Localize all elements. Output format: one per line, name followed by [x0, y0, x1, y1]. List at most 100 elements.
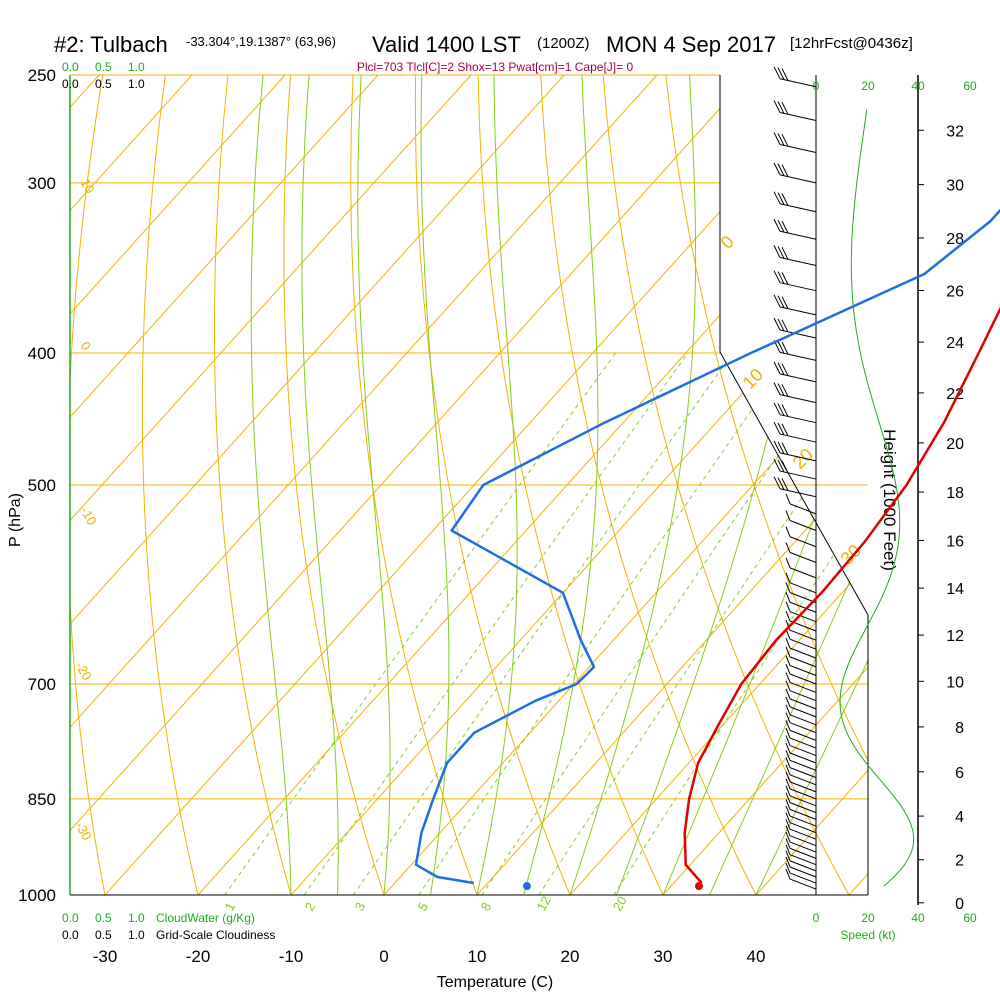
wind-barb	[785, 680, 817, 702]
moist-adiabat-line	[250, 75, 292, 895]
wind-barb	[785, 778, 817, 800]
isobars	[70, 74, 868, 896]
wind-barb	[785, 757, 817, 779]
dewpoint-line	[414, 208, 1000, 885]
height-tick-label: 30	[946, 178, 964, 195]
moist-adiabat-line	[662, 364, 868, 895]
wind-barb	[785, 868, 817, 890]
isotherm-line	[70, 75, 379, 418]
pressure-ticks: 250 300 400 500 700 850 1000	[18, 66, 56, 905]
cloudwater-scale-top-2: 1.0	[128, 60, 145, 74]
wind-barb	[785, 526, 817, 548]
wind-barb	[773, 421, 817, 443]
wind-barb	[773, 458, 817, 480]
wind-barb	[785, 742, 817, 764]
wind-barb	[785, 862, 817, 884]
cloudwater-scale-top-1: 0.5	[95, 60, 112, 74]
height-tick-label: 20	[946, 436, 964, 453]
dry-adiabat-line	[283, 75, 385, 895]
height-tick-label: 12	[946, 628, 964, 645]
pressure-tick-label: 850	[28, 790, 56, 809]
height-tick-label: 8	[955, 720, 964, 737]
wind-barb	[785, 582, 817, 604]
station-coords: -33.304°,19.1387° (63,96)	[186, 34, 336, 49]
speed-scale-bottom-0: 0	[813, 911, 820, 925]
wind-barb	[785, 646, 817, 668]
wind-barb	[785, 620, 817, 641]
speed-scale-bottom-3: 60	[963, 911, 977, 925]
wind-barb	[785, 825, 817, 847]
plot-right-edge	[719, 75, 869, 895]
wind-barb	[773, 402, 817, 424]
speed-scale-top-2: 40	[911, 79, 925, 93]
wind-barb	[785, 572, 817, 594]
height-tick-label: 26	[946, 284, 964, 301]
wind-barb	[785, 792, 817, 814]
height-tick-label: 10	[946, 674, 964, 691]
cloudwater-label: CloudWater (g/Kg)	[156, 911, 255, 925]
temperature-tick-label: -30	[93, 947, 118, 966]
wind-barb	[785, 805, 817, 827]
dry-adiabat-line	[477, 75, 664, 895]
pressure-tick-label: 400	[28, 344, 56, 363]
dry-adiabat-line	[602, 75, 850, 895]
cloudwater-scale-bottom-0: 0.0	[62, 911, 79, 925]
wind-barb	[785, 696, 817, 718]
height-tick-label: 24	[946, 335, 964, 352]
cloudwater-scale-bottom-2: 1.0	[128, 911, 145, 925]
cloudwater-scale-bottom-1: 0.5	[95, 911, 112, 925]
dry-adiabat-line	[350, 75, 478, 895]
moist-adiabat-line	[476, 75, 518, 895]
height-tick-label: 18	[946, 485, 964, 502]
wind-barb	[785, 785, 817, 807]
wind-barb	[785, 764, 817, 786]
wind-barb	[785, 557, 817, 579]
wind-barb	[785, 542, 817, 563]
wind-barb	[785, 819, 817, 840]
dry-adiabat-line	[414, 75, 571, 895]
station-name: #2: Tulbach	[54, 32, 168, 57]
wind-barb	[785, 727, 817, 749]
mixing-ratio-label: 20	[610, 893, 630, 913]
wind-barb	[785, 799, 817, 820]
wind-barb	[785, 831, 817, 853]
wind-barb	[785, 637, 817, 659]
isotherm-label: 10	[77, 176, 97, 196]
wind-barb	[773, 294, 817, 316]
valid-time: Valid 1400 LST	[372, 32, 521, 57]
wind-barb	[785, 688, 817, 710]
speed-label: Speed (kt)	[840, 928, 895, 942]
wind-barb	[785, 838, 817, 859]
mixing-ratio-label: 12	[534, 893, 554, 913]
wind-barb	[785, 750, 817, 771]
height-axis-label: Height (1000 Feet)	[880, 429, 899, 571]
wind-barb	[785, 771, 817, 793]
temperature-tick-label: -10	[279, 947, 304, 966]
wind-barb	[773, 162, 817, 184]
forecast-date: MON 4 Sep 2017	[606, 32, 776, 57]
surface-dewpoint-point	[522, 882, 531, 891]
speed-scale-bottom-2: 40	[911, 911, 925, 925]
wind-barb	[785, 720, 817, 741]
height-tick-label: 32	[946, 123, 964, 140]
wind-speed-profile	[839, 109, 915, 887]
pressure-tick-label: 1000	[18, 886, 56, 905]
temperature-tick-label: 10	[468, 947, 487, 966]
speed-scale-top-3: 60	[963, 79, 977, 93]
height-tick-label: 28	[946, 231, 964, 248]
wind-barb	[785, 493, 817, 515]
dry-adiabat-line	[214, 75, 292, 895]
height-tick-label: 4	[955, 809, 964, 826]
wind-barb	[785, 844, 817, 866]
speed-scale-top-0: 0	[813, 79, 820, 93]
wind-barb	[773, 66, 817, 88]
cloudiness-scale-top-1: 0.5	[95, 77, 112, 91]
wind-barb	[773, 245, 817, 267]
cloudiness-scale-bottom-0: 0.0	[62, 928, 79, 942]
wind-barb	[785, 712, 817, 734]
cloudiness-scale-top-2: 1.0	[128, 77, 145, 91]
wind-barb	[785, 856, 817, 878]
wind-barb	[773, 476, 817, 498]
wind-barb	[785, 850, 817, 872]
chart-title: #2: Tulbach -33.304°,19.1387° (63,96) Va…	[54, 32, 913, 74]
